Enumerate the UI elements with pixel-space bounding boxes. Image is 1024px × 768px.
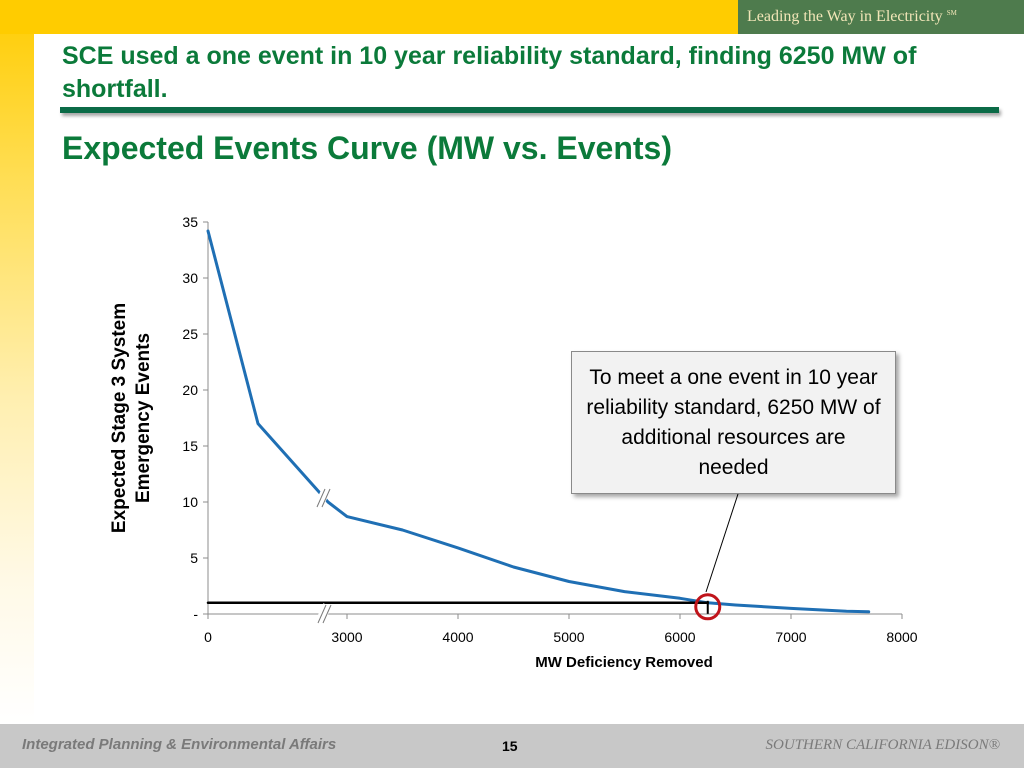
- headline-divider: [60, 107, 999, 113]
- chart-series: [206, 229, 871, 614]
- slide-subtitle: Expected Events Curve (MW vs. Events): [62, 130, 672, 166]
- expected-events-curve: [206, 229, 871, 614]
- y-tick-label: 20: [182, 382, 198, 398]
- y-tick-label: 15: [182, 438, 198, 454]
- y-tick-label: 10: [182, 494, 198, 510]
- break-stroke: [321, 488, 331, 508]
- x-axis-break-mark: [315, 603, 332, 624]
- break-stroke: [322, 604, 332, 624]
- brand-tagline-banner: Leading the Way in Electricity SM: [738, 0, 1024, 34]
- target-point-circle: [694, 593, 722, 621]
- slide-headline: SCE used a one event in 10 year reliabil…: [62, 42, 917, 103]
- curve-break-mark: [314, 487, 331, 508]
- chart-ticks: - 5 10 15 20 25 30 35 0 3000 4000 5000 6000 7000 8000: [182, 214, 917, 645]
- x-tick-label: 8000: [886, 629, 917, 645]
- x-tick-label: 4000: [442, 629, 473, 645]
- x-tick-label: 0: [204, 629, 212, 645]
- service-mark: SM: [946, 9, 957, 17]
- page-number: 15: [502, 738, 518, 754]
- y-tick-label: 5: [190, 550, 198, 566]
- x-tick-label: 7000: [775, 629, 806, 645]
- y-tick-label: 35: [182, 214, 198, 230]
- y-tick-label: -: [193, 606, 198, 622]
- callout-text: To meet a one event in 10 year reliabili…: [586, 365, 881, 479]
- y-tick-label: 30: [182, 270, 198, 286]
- x-tick-label: 5000: [553, 629, 584, 645]
- y-tick-label: 25: [182, 326, 198, 342]
- footer-department: Integrated Planning & Environmental Affa…: [22, 736, 337, 753]
- left-gradient-band: [0, 0, 34, 724]
- callout-pointer-line: [705, 493, 739, 593]
- y-axis-label: Expected Stage 3 System Emergency Events: [109, 302, 154, 534]
- x-tick-label: 6000: [664, 629, 695, 645]
- brand-tagline: Leading the Way in Electricity: [747, 8, 943, 25]
- axis-break-marks: [314, 487, 332, 624]
- chart-annotations: [694, 493, 739, 621]
- break-stroke: [317, 604, 327, 624]
- x-tick-label: 3000: [331, 629, 362, 645]
- x-axis-label: MW Deficiency Removed: [535, 654, 713, 671]
- footer-bar: Integrated Planning & Environmental Affa…: [0, 724, 1024, 768]
- break-stroke: [316, 488, 326, 508]
- footer-company: SOUTHERN CALIFORNIA EDISON®: [765, 737, 1000, 753]
- callout-box: To meet a one event in 10 year reliabili…: [571, 351, 896, 494]
